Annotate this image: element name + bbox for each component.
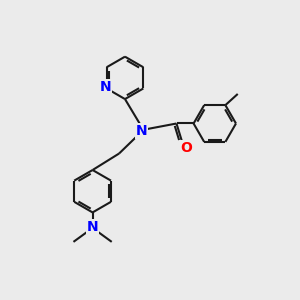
- Text: N: N: [87, 220, 98, 234]
- Text: N: N: [136, 124, 148, 138]
- Text: O: O: [180, 141, 192, 154]
- Text: N: N: [99, 80, 111, 94]
